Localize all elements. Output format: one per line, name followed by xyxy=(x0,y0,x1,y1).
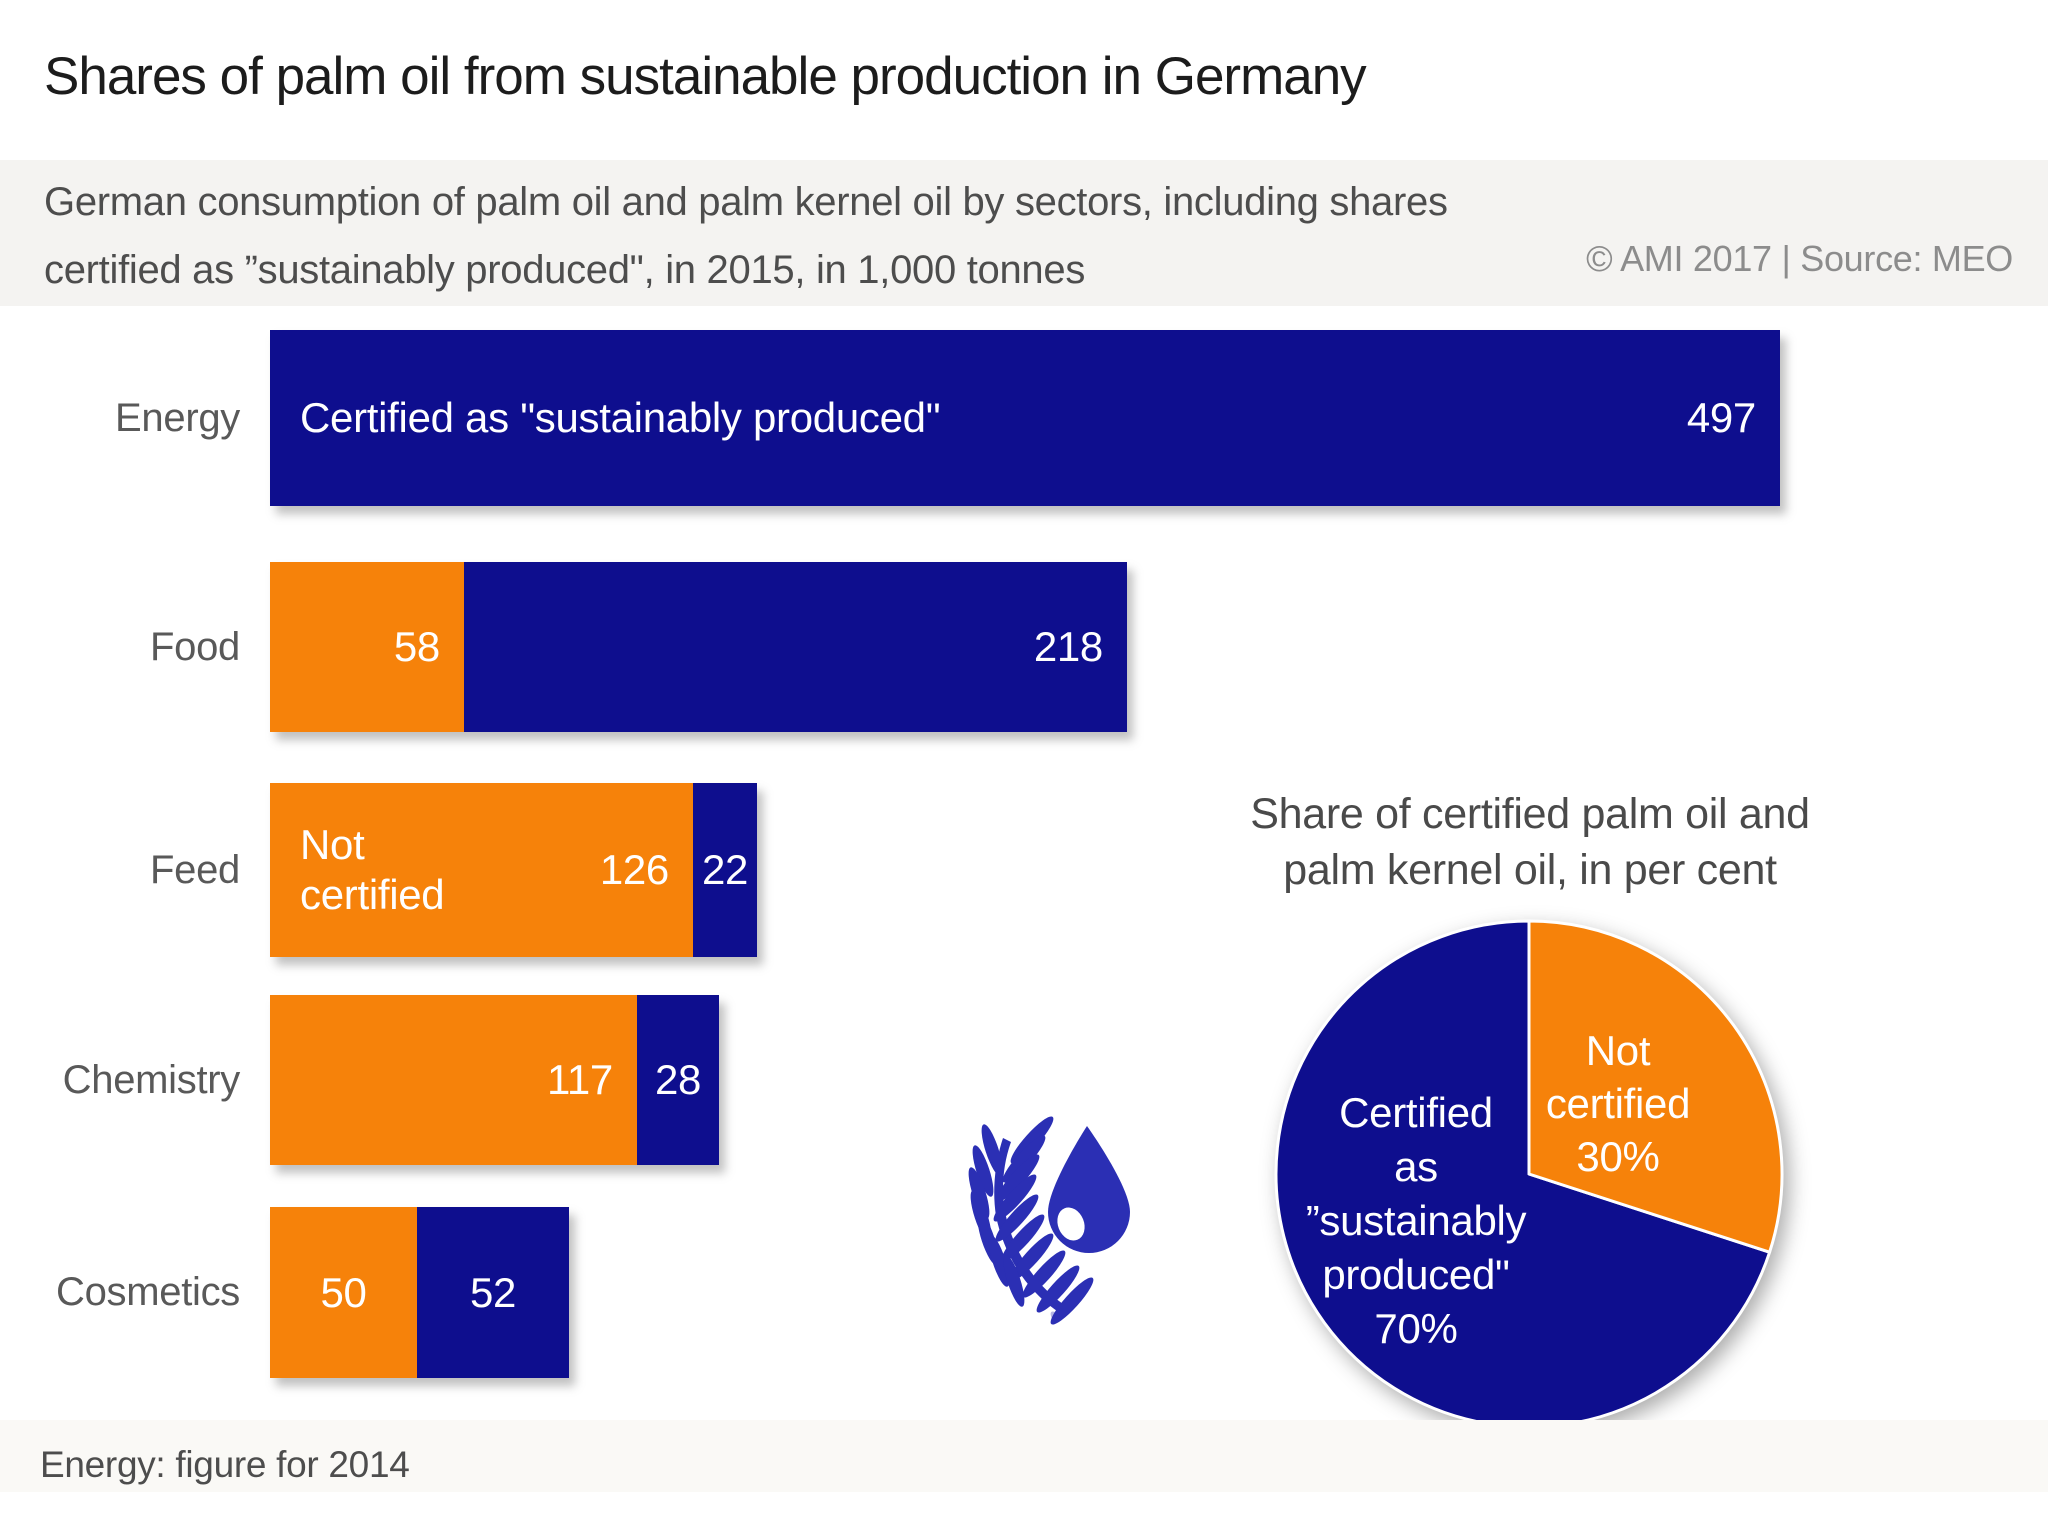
bar-segment-feed-not-certified: Not certified 126 xyxy=(270,783,693,957)
value-label-energy-certified: 497 xyxy=(1686,394,1756,441)
value-label-food-certified: 218 xyxy=(1033,623,1103,670)
credit-text: © AMI 2017 | Source: MEO xyxy=(1586,238,2013,279)
category-label-energy: Energy xyxy=(115,395,240,440)
bar-segment-food-not-certified: 58 xyxy=(270,562,464,732)
subtitle-band: German consumption of palm oil and palm … xyxy=(0,160,2048,306)
bar-segment-feed-certified: 22 xyxy=(693,783,757,957)
bar-segment-cosmetics-certified: 52 xyxy=(417,1207,569,1378)
bar-group-chemistry: 117 28 xyxy=(270,995,719,1165)
category-label-cosmetics: Cosmetics xyxy=(56,1270,240,1314)
bar-group-food: 58 218 xyxy=(270,562,1127,732)
bar-row-food: Food 58 218 xyxy=(0,562,1127,732)
bar-segment-energy-certified: Certified as "sustainably produced" 497 xyxy=(270,330,1780,506)
series-label-certified: Certified as "sustainably produced" xyxy=(300,394,941,441)
chart-subtitle-line1: German consumption of palm oil and palm … xyxy=(44,180,1448,224)
value-label-chemistry-not-certified: 117 xyxy=(546,1056,613,1103)
pie-slice-certified xyxy=(1274,919,1772,1429)
value-label-food-not-certified: 58 xyxy=(393,623,440,670)
bar-row-chemistry: Chemistry 117 28 xyxy=(0,995,719,1165)
page-title: Shares of palm oil from sustainable prod… xyxy=(44,47,1367,106)
bar-row-feed: Feed Not certified 126 22 xyxy=(0,783,757,957)
pie-slice-not-certified xyxy=(1527,919,1784,1254)
series-label-not-certified: Not certified xyxy=(300,821,445,918)
pie-label-certified: Certified as ”sustainably produced" 70% xyxy=(1305,1089,1527,1352)
footnote-text: Energy: figure for 2014 xyxy=(40,1444,410,1485)
bar-segment-chemistry-not-certified: 117 xyxy=(270,995,637,1165)
value-label-cosmetics-certified: 52 xyxy=(469,1268,517,1316)
chart-subtitle-line2: certified as ”sustainably produced", in … xyxy=(44,248,1086,292)
pie-chart xyxy=(1274,919,1784,1429)
category-label-feed: Feed xyxy=(150,847,240,892)
pie-chart-title-line1: Share of certified palm oil and xyxy=(1250,790,1810,838)
bar-row-energy: Energy Certified as "sustainably produce… xyxy=(0,330,1780,506)
bar-group-energy: Certified as "sustainably produced" 497 xyxy=(270,330,1780,506)
bar-segment-food-certified: 218 xyxy=(464,562,1127,732)
bar-segment-cosmetics-not-certified: 50 xyxy=(270,1207,417,1378)
bar-group-cosmetics: 50 52 xyxy=(270,1207,569,1378)
palm-oil-drop-icon xyxy=(964,1116,1130,1518)
pie-chart-title: Share of certified palm oil and palm ker… xyxy=(1040,786,2020,898)
value-label-feed-certified: 22 xyxy=(701,846,749,893)
value-label-cosmetics-not-certified: 50 xyxy=(320,1268,367,1316)
footnote-band xyxy=(0,1420,2048,1492)
value-label-chemistry-certified: 28 xyxy=(654,1056,702,1103)
bar-row-cosmetics: Cosmetics 50 52 xyxy=(0,1207,569,1378)
category-label-food: Food xyxy=(150,624,240,669)
oil-drop xyxy=(1048,1126,1130,1253)
bar-group-feed: Not certified 126 22 xyxy=(270,783,757,957)
category-label-chemistry: Chemistry xyxy=(62,1057,241,1102)
oil-drop-highlight xyxy=(1057,1207,1085,1241)
value-label-feed-not-certified: 126 xyxy=(599,846,669,893)
pie-label-not-certified: Not certified 30% xyxy=(1545,1027,1691,1180)
bar-segment-chemistry-certified: 28 xyxy=(637,995,719,1165)
pie-chart-title-line2: palm kernel oil, in per cent xyxy=(1283,846,1777,894)
chart-subtitle: German consumption of palm oil and palm … xyxy=(44,168,1804,304)
